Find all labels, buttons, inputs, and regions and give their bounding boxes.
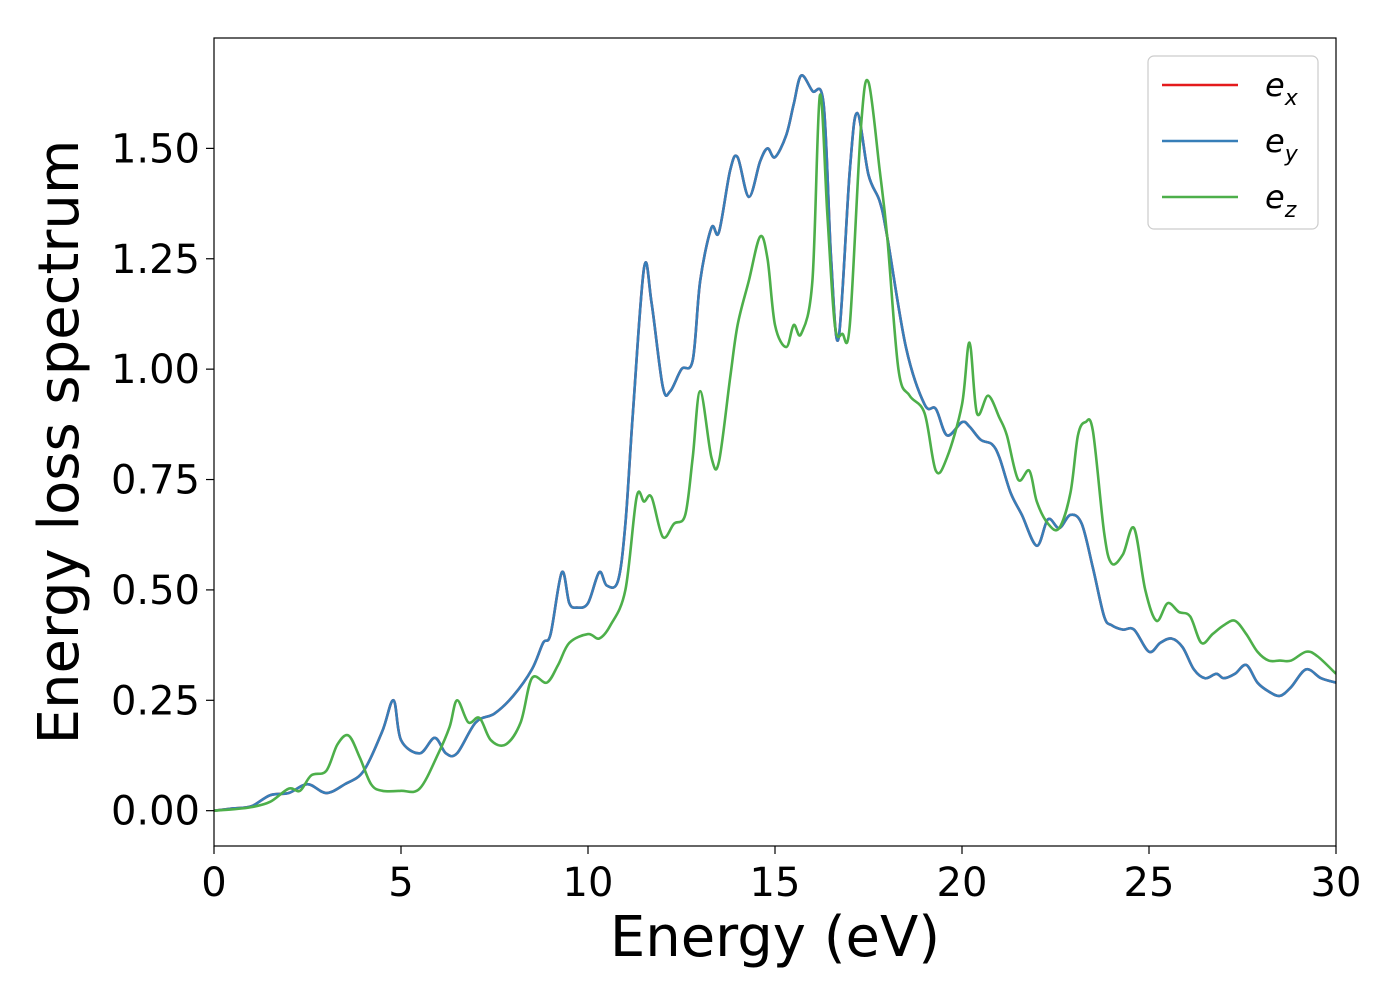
x-tick-label: 25 [1124,860,1175,906]
y-tick-label: 1.50 [111,126,200,172]
x-axis-label: Energy (eV) [610,905,940,970]
y-tick-label: 0.00 [111,789,200,835]
x-tick-label: 0 [201,860,226,906]
y-axis-label: Energy loss spectrum [27,140,92,745]
x-tick-label: 5 [388,860,413,906]
y-tick-label: 1.00 [111,347,200,393]
x-tick-label: 20 [937,860,988,906]
x-tick-label: 15 [750,860,801,906]
y-tick-label: 0.75 [111,458,200,504]
x-tick-label: 30 [1311,860,1362,906]
x-tick-label: 10 [563,860,614,906]
y-tick-label: 1.25 [111,237,200,283]
y-tick-label: 0.50 [111,568,200,614]
y-tick-label: 0.25 [111,678,200,724]
